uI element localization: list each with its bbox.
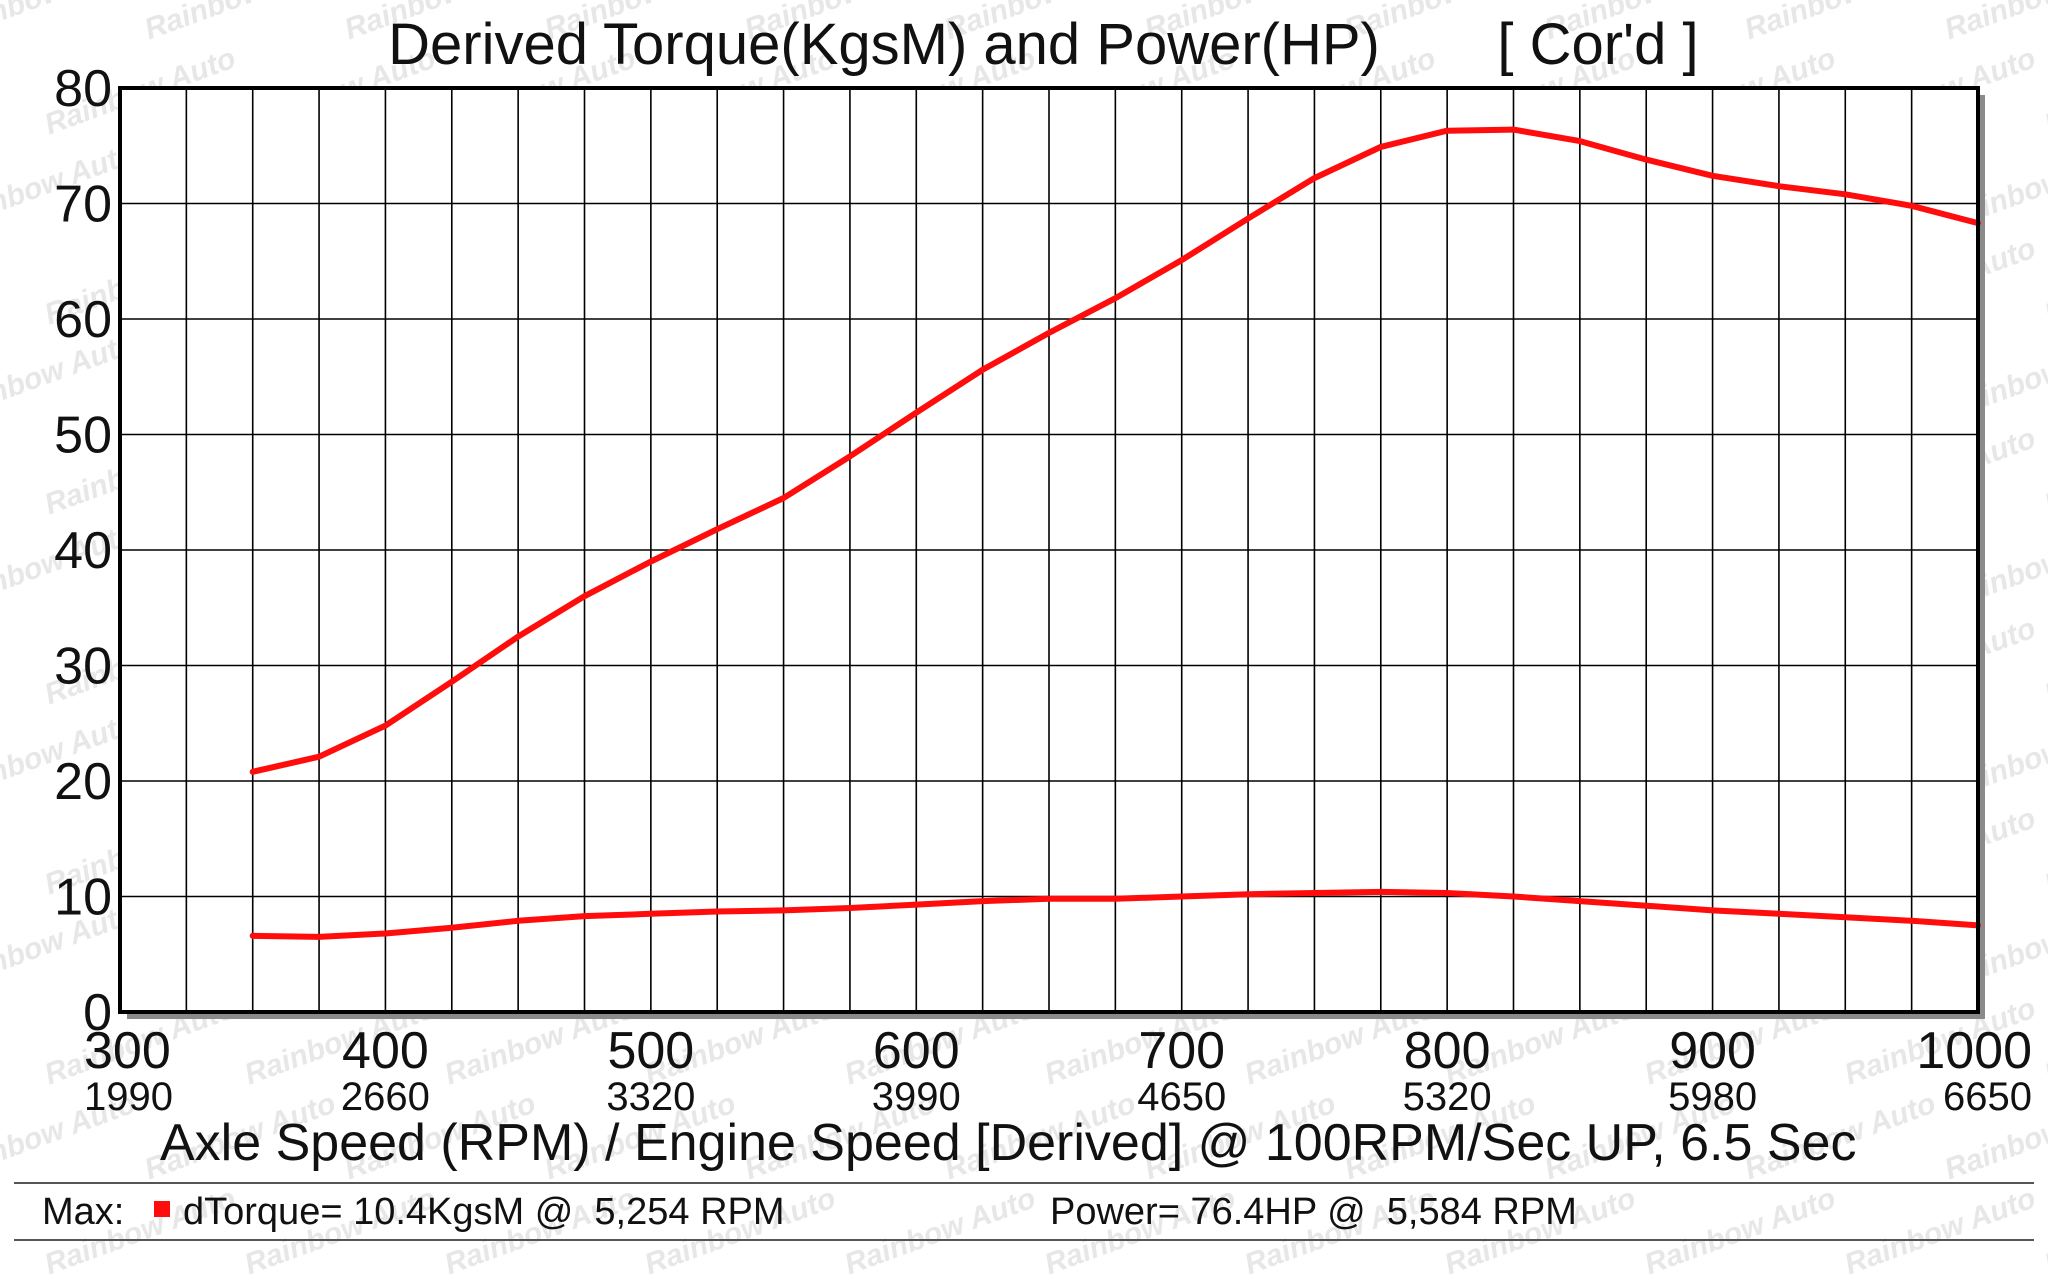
legend-power-text: Power= 76.4HP @ 5,584 RPM <box>1050 1191 1577 1233</box>
x-tick-label: 1000 <box>1916 1022 2032 1080</box>
x-tick-label: 300 <box>84 1022 171 1080</box>
y-tick-label: 20 <box>54 753 112 811</box>
plot-shadow <box>120 88 1985 1019</box>
x-engine-label: 1990 <box>84 1075 173 1119</box>
plot-frame <box>118 86 1980 1014</box>
x-tick-label: 500 <box>607 1022 694 1080</box>
x-tick-label: 600 <box>873 1022 960 1080</box>
y-tick-label: 50 <box>54 407 112 465</box>
series-lines <box>249 126 1981 940</box>
chart-title-tag: [ Cor'd ] <box>1497 12 1698 77</box>
y-tick-label: 60 <box>54 291 112 349</box>
x-engine-label: 6650 <box>1943 1075 2032 1119</box>
series-line-power <box>249 126 1981 775</box>
x-tick-label: 700 <box>1138 1022 1225 1080</box>
y-tick-label: 40 <box>54 522 112 580</box>
x-tick-label: 400 <box>342 1022 429 1080</box>
x-engine-label: 5980 <box>1668 1075 1757 1119</box>
plot-border <box>118 86 1980 1014</box>
x-engine-label: 2660 <box>341 1075 430 1119</box>
y-tick-label: 0 <box>83 984 112 1042</box>
x-engine-label: 4650 <box>1137 1075 1226 1119</box>
series-line-torque <box>249 888 1981 940</box>
chart-title: Derived Torque(KgsM) and Power(HP) <box>388 12 1380 77</box>
grid <box>120 88 1978 1012</box>
x-axis-label: Axle Speed (RPM) / Engine Speed [Derived… <box>160 1114 1856 1172</box>
x-tick-label: 900 <box>1669 1022 1756 1080</box>
legend-torque-text: dTorque= 10.4KgsM @ 5,254 RPM <box>183 1191 785 1233</box>
legend-max-label: Max: <box>42 1191 124 1233</box>
y-tick-label: 80 <box>54 60 112 118</box>
y-tick-label: 70 <box>54 176 112 234</box>
y-tick-label: 30 <box>54 638 112 696</box>
legend-swatch <box>154 1201 170 1217</box>
x-engine-label: 3990 <box>872 1075 961 1119</box>
x-tick-label: 800 <box>1404 1022 1491 1080</box>
y-axis-ticks: 0 10 20 30 40 50 60 70 80 <box>54 60 112 1042</box>
y-tick-label: 10 <box>54 869 112 927</box>
x-engine-label: 5320 <box>1403 1075 1492 1119</box>
x-engine-label: 3320 <box>606 1075 695 1119</box>
